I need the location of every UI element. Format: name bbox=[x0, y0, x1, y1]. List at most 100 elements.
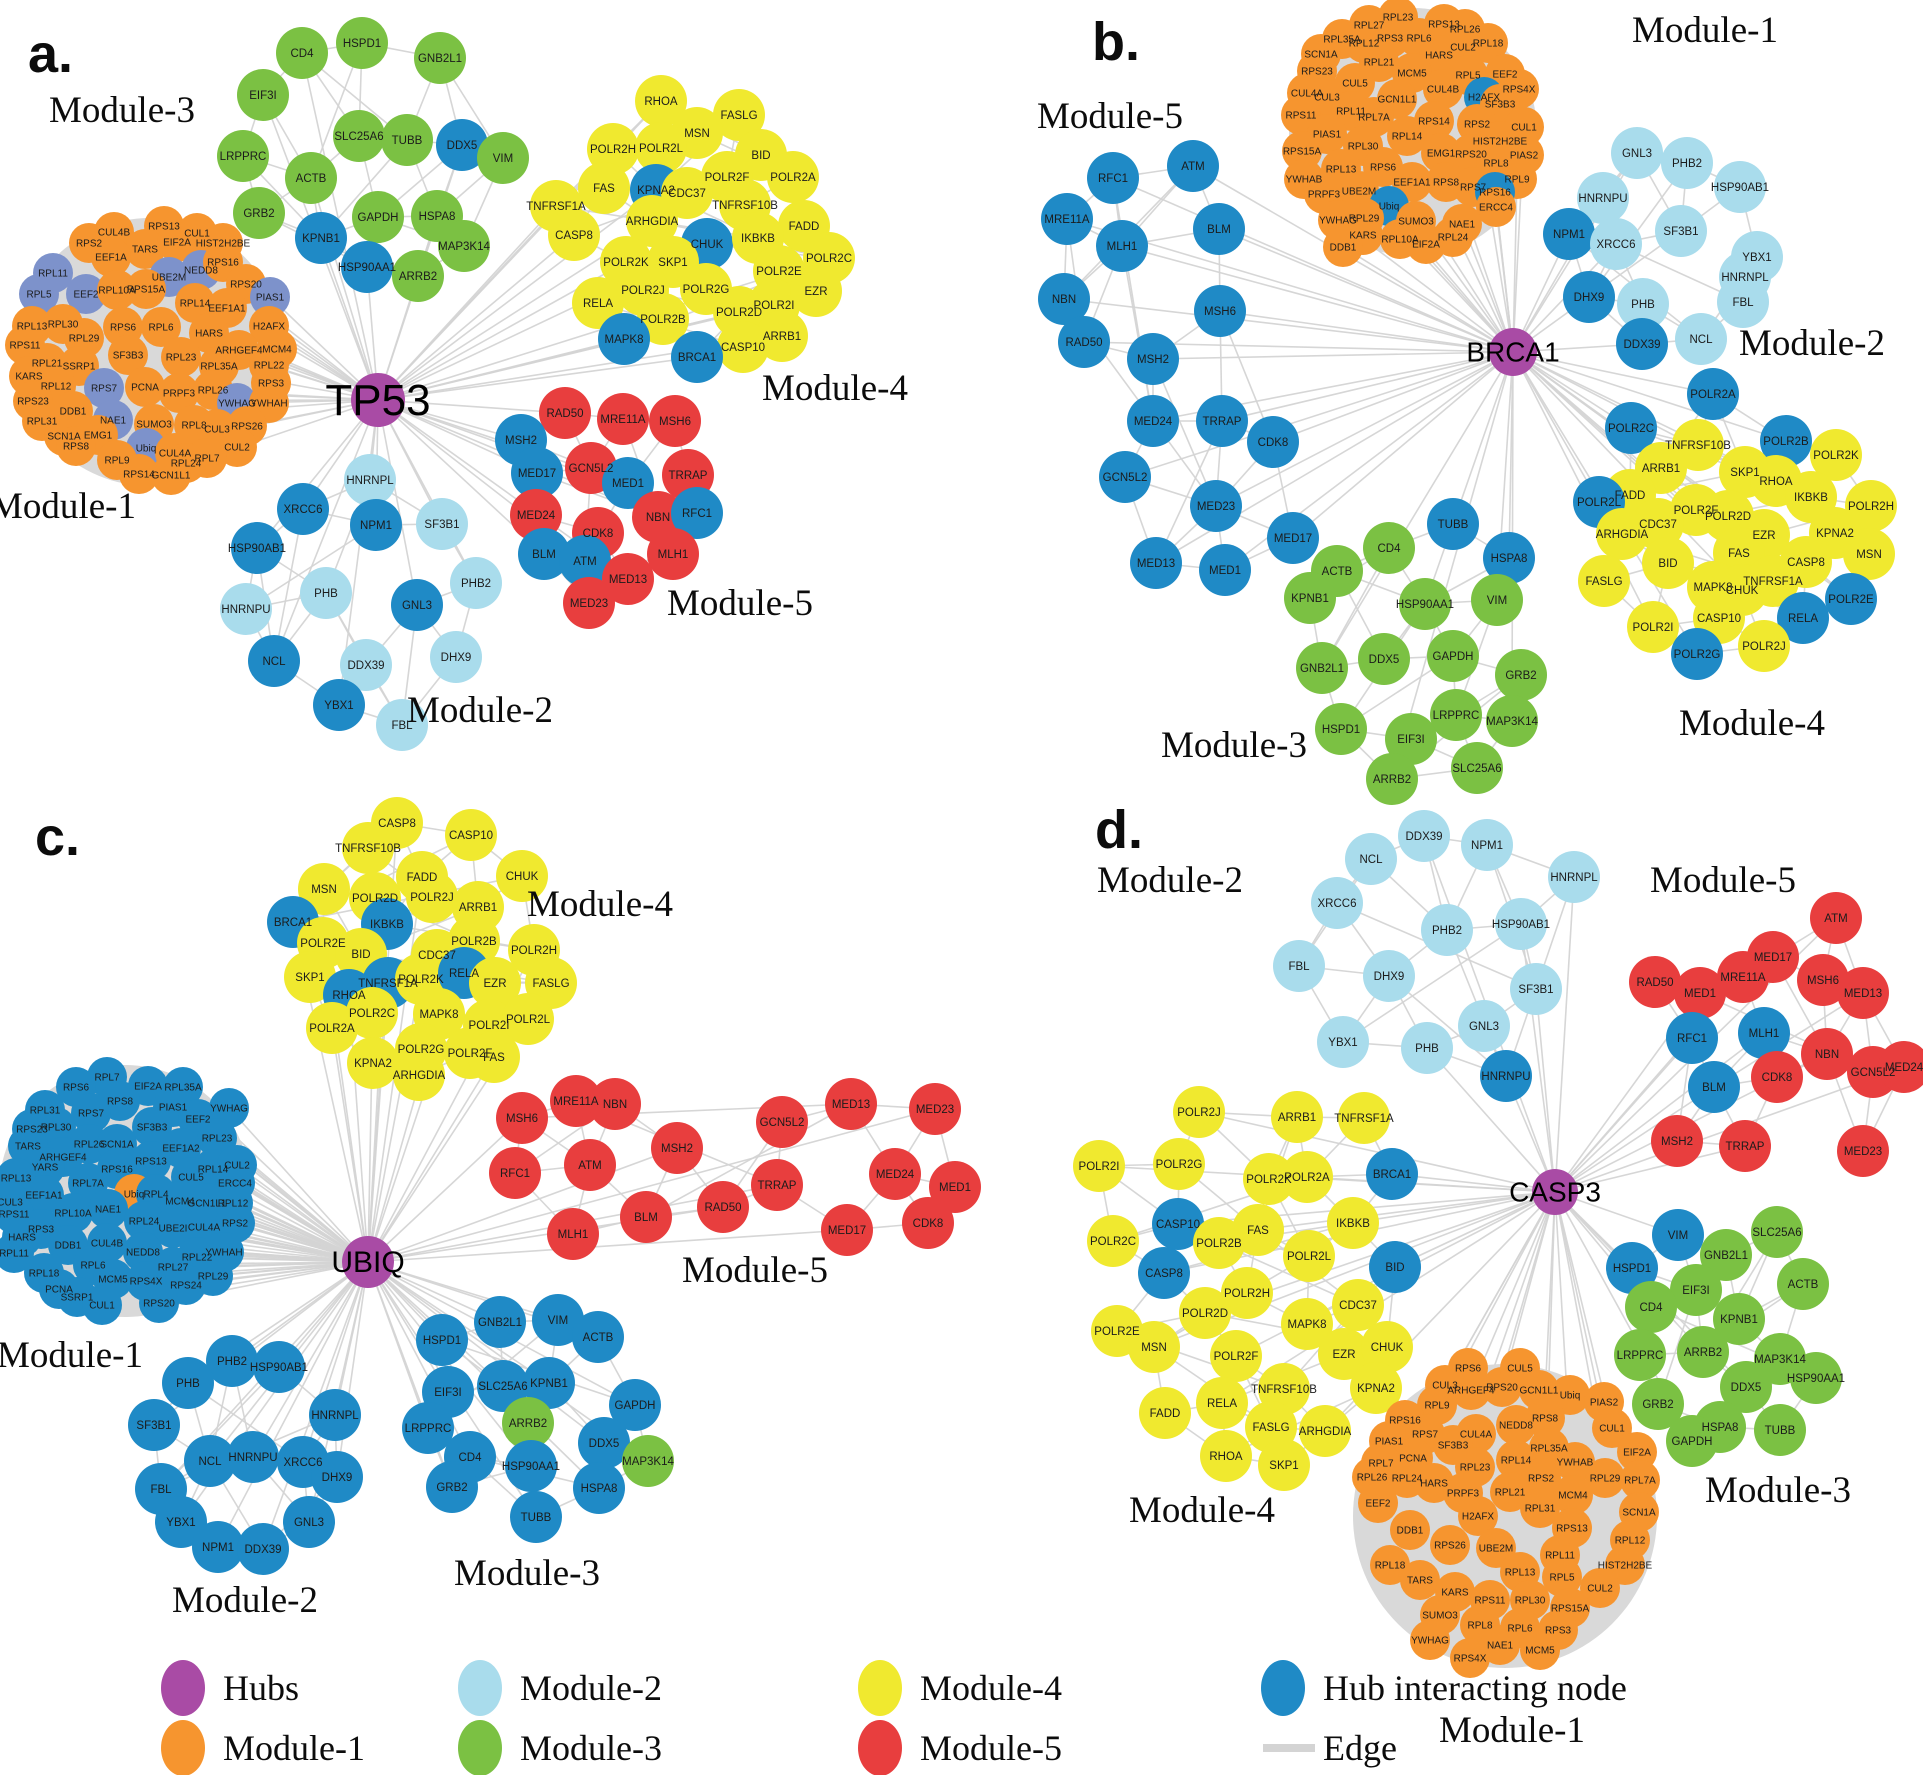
node-RAD50 bbox=[697, 1181, 749, 1233]
nodes-layer bbox=[0, 797, 981, 1575]
node-RPL29 bbox=[1585, 1458, 1625, 1498]
node-NEDD8 bbox=[1496, 1405, 1536, 1445]
node-HSP90AA1 bbox=[1790, 1352, 1842, 1404]
node-MSH2 bbox=[1651, 1115, 1703, 1167]
node-ERCC4 bbox=[1476, 187, 1516, 227]
node-NCL bbox=[1675, 313, 1727, 365]
node-TUBB bbox=[1754, 1404, 1806, 1456]
node-PHB bbox=[1617, 278, 1669, 330]
node-POLR2B bbox=[1193, 1217, 1245, 1269]
node-VIM bbox=[1652, 1209, 1704, 1261]
node-RPL24 bbox=[1433, 217, 1473, 257]
node-FASLG bbox=[1578, 555, 1630, 607]
node-ACTB bbox=[1777, 1258, 1829, 1310]
node-POLR2D bbox=[1179, 1287, 1231, 1339]
node-POLR2E bbox=[1825, 573, 1877, 625]
node-BRCA1 bbox=[1366, 1148, 1418, 1200]
node-CD4 bbox=[276, 27, 328, 79]
node-YWHAG bbox=[209, 1088, 249, 1128]
node-ATM bbox=[564, 1139, 616, 1191]
module-caption-module-5: Module-5 bbox=[682, 1250, 828, 1291]
node-RPL5 bbox=[1542, 1557, 1582, 1597]
node-POLR2G bbox=[1671, 628, 1723, 680]
node-DDB1 bbox=[1390, 1510, 1430, 1550]
node-NCL bbox=[248, 635, 300, 687]
node-PHB bbox=[1401, 1022, 1453, 1074]
node-GAPDH bbox=[1666, 1415, 1718, 1467]
node-FAS bbox=[578, 162, 630, 214]
nodes-layer bbox=[5, 17, 855, 751]
nodes-layer bbox=[1038, 0, 1897, 805]
node-RFC1 bbox=[489, 1147, 541, 1199]
node-HSPD1 bbox=[416, 1314, 468, 1366]
node-DDX39 bbox=[1616, 318, 1668, 370]
node-ACTB bbox=[572, 1311, 624, 1363]
module-caption-module-2: Module-2 bbox=[1739, 323, 1885, 364]
node-FBL bbox=[1273, 940, 1325, 992]
module-caption-module-3: Module-3 bbox=[454, 1553, 600, 1594]
node-RPL18 bbox=[1468, 23, 1508, 63]
node-MLH1 bbox=[1738, 1007, 1790, 1059]
node-RPL10A bbox=[97, 270, 137, 310]
node-GNB2L1 bbox=[1700, 1229, 1752, 1281]
node-GAPDH bbox=[609, 1379, 661, 1431]
node-NCL bbox=[184, 1435, 236, 1487]
legend-swatch-module-1 bbox=[161, 1720, 205, 1775]
legend-swatch-hub-interacting-node bbox=[1261, 1660, 1305, 1716]
module-caption-module-2: Module-2 bbox=[1097, 860, 1243, 901]
node-POLR2L bbox=[502, 993, 554, 1045]
node-EEF1A bbox=[91, 237, 131, 277]
node-DHX9 bbox=[311, 1451, 363, 1503]
legend-label-module-1: Module-1 bbox=[223, 1728, 365, 1768]
node-RHOA bbox=[1200, 1430, 1252, 1482]
node-CD4 bbox=[1363, 522, 1415, 574]
node-HSPA8 bbox=[573, 1462, 625, 1514]
node-POLR2J bbox=[1738, 620, 1790, 672]
node-MSH2 bbox=[1127, 333, 1179, 385]
node-ARHGDIA bbox=[393, 1049, 445, 1101]
node-MCM4 bbox=[1553, 1475, 1593, 1515]
node-GNL3 bbox=[283, 1496, 335, 1548]
node-LRPPRC bbox=[217, 130, 269, 182]
node-NPM1 bbox=[1461, 819, 1513, 871]
node-CASP10 bbox=[717, 321, 769, 373]
node-GRB2 bbox=[1632, 1378, 1684, 1430]
node-HSP90AA1 bbox=[1399, 578, 1451, 630]
node-MCM5 bbox=[1520, 1630, 1560, 1670]
node-RHOA bbox=[635, 75, 687, 127]
legend-label-hubs: Hubs bbox=[223, 1668, 299, 1708]
module-caption-module-3: Module-3 bbox=[1161, 725, 1307, 766]
node-MRE11A bbox=[1041, 193, 1093, 245]
node-MED17 bbox=[1267, 512, 1319, 564]
panel-letter-d: d. bbox=[1095, 800, 1143, 860]
node-TNFRSF10B bbox=[342, 822, 394, 874]
node-GCN5L2 bbox=[1099, 451, 1151, 503]
node-RFC1 bbox=[671, 487, 723, 539]
node-KPNB1 bbox=[523, 1357, 575, 1409]
node-YBX1 bbox=[155, 1496, 207, 1548]
node-MRE11A bbox=[550, 1075, 602, 1127]
module-caption-module-3: Module-3 bbox=[1705, 1470, 1851, 1511]
node-RELA bbox=[572, 277, 624, 329]
node-CUL1 bbox=[1592, 1408, 1632, 1448]
node-POLR2A bbox=[1281, 1151, 1333, 1203]
panel-letter-c: c. bbox=[35, 807, 80, 867]
node-RELA bbox=[1777, 592, 1829, 644]
node-PHB2 bbox=[1421, 904, 1473, 956]
node-ARRB2 bbox=[502, 1397, 554, 1449]
node-RPL30 bbox=[36, 1107, 76, 1147]
node-SLC25A6 bbox=[333, 110, 385, 162]
panel-letter-a: a. bbox=[28, 24, 73, 84]
legend-label-edge: Edge bbox=[1323, 1728, 1397, 1768]
node-MED13 bbox=[1130, 537, 1182, 589]
node-VIM bbox=[532, 1294, 584, 1346]
node-TUBB bbox=[1427, 498, 1479, 550]
node-GNB2L1 bbox=[474, 1296, 526, 1348]
node-TARS bbox=[1400, 1560, 1440, 1600]
node-PHB bbox=[162, 1357, 214, 1409]
node-POLR2I bbox=[1073, 1140, 1125, 1192]
node-POLR2H bbox=[1221, 1267, 1273, 1319]
node-NPM1 bbox=[192, 1521, 244, 1573]
